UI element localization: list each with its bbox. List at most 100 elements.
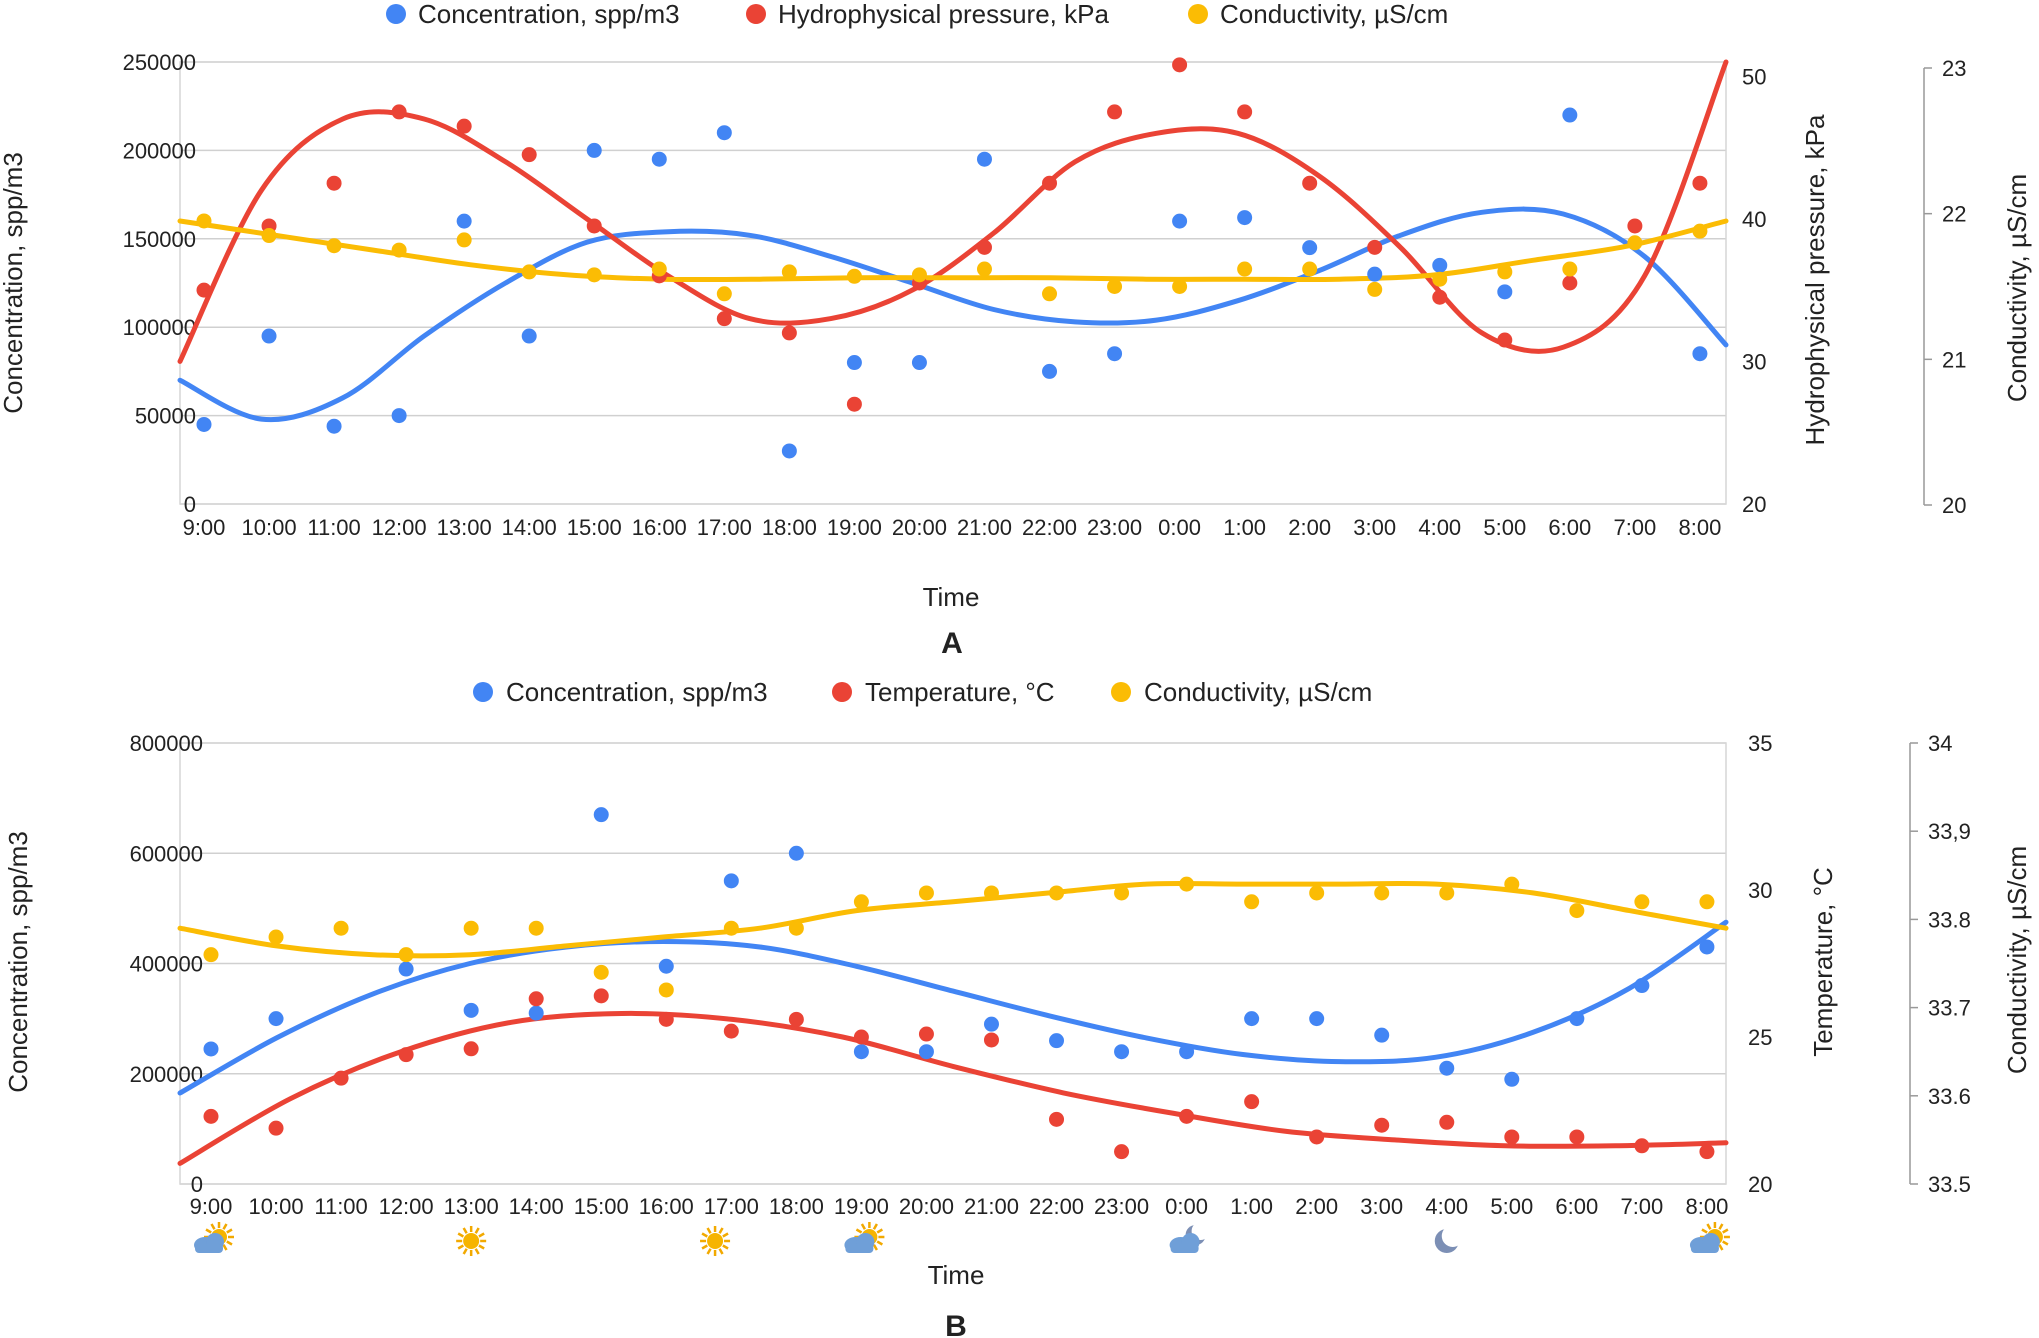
data-point: [853, 894, 869, 910]
data-point: [1634, 1138, 1650, 1154]
trendline: [177, 1010, 1729, 1166]
data-point: [268, 1011, 284, 1027]
data-point: [658, 958, 674, 974]
x-tick-label: 17:00: [704, 1194, 759, 1219]
data-point: [586, 142, 602, 158]
legend-label: Conductivity, µS/cm: [1144, 677, 1372, 707]
y-tick-label-left: 150000: [123, 227, 196, 252]
data-point: [593, 807, 609, 823]
y-tick-label-right2: 33.8: [1928, 907, 1971, 932]
x-tick-label: 16:00: [639, 1194, 694, 1219]
x-tick-label: 11:00: [307, 515, 360, 540]
tick-labels-a: 0 50000 100000 150000 200000 250000 20 30 40 50 20…: [123, 50, 1967, 540]
data-point: [456, 118, 472, 134]
y-tick-label-right2: 20: [1942, 493, 1966, 518]
data-point: [1374, 885, 1390, 901]
data-point: [1504, 1071, 1520, 1087]
y-tick-label-left: 200000: [130, 1062, 203, 1087]
data-point: [1049, 1033, 1065, 1049]
x-tick-label: 12:00: [372, 515, 427, 540]
y-tick-label-right: 40: [1742, 207, 1766, 232]
x-tick-label: 6:00: [1548, 515, 1591, 540]
data-point: [398, 947, 414, 963]
data-point: [1302, 240, 1318, 256]
data-point: [1107, 279, 1123, 294]
x-tick-label: 3:00: [1353, 515, 1396, 540]
points-a: [196, 57, 1708, 459]
y-tick-label-right: 30: [1748, 878, 1772, 903]
data-point: [196, 416, 212, 432]
gridlines-b: [180, 742, 1726, 1185]
data-point: [918, 1044, 934, 1060]
data-point: [1374, 1117, 1390, 1133]
legend-label: Temperature, °C: [865, 677, 1055, 707]
data-point: [463, 920, 479, 936]
data-point: [1374, 1027, 1390, 1043]
y-axis-right2-title-a: Conductivity, µS/cm: [2002, 174, 2032, 402]
data-point: [1309, 1129, 1325, 1145]
data-point: [1367, 281, 1383, 297]
data-point: [1114, 1044, 1130, 1060]
data-point: [1302, 261, 1318, 277]
data-point: [1497, 284, 1513, 300]
data-point: [261, 328, 277, 344]
x-tick-label: 10:00: [249, 1194, 304, 1219]
partly-cloudy-icon: [194, 1222, 234, 1253]
x-tick-label: 0:00: [1158, 515, 1201, 540]
x-tick-label: 21:00: [957, 515, 1012, 540]
data-point: [1497, 264, 1513, 280]
data-point: [1504, 1129, 1520, 1145]
legend-label: Conductivity, µS/cm: [1220, 0, 1448, 29]
legend-label: Hydrophysical pressure, kPa: [778, 0, 1109, 29]
legend-marker: [1111, 682, 1131, 702]
data-point: [1432, 289, 1448, 305]
data-point: [976, 239, 992, 255]
data-point: [1692, 175, 1708, 191]
data-point: [1699, 1144, 1715, 1160]
legend-a: Concentration, spp/m3 Hydrophysical press…: [386, 0, 1448, 29]
data-point: [1699, 894, 1715, 910]
data-point: [788, 920, 804, 936]
data-point: [586, 267, 602, 283]
data-point: [398, 1047, 414, 1063]
x-tick-label: 23:00: [1094, 1194, 1149, 1219]
x-tick-label: 1:00: [1223, 515, 1266, 540]
data-point: [1627, 235, 1643, 251]
data-point: [521, 147, 537, 163]
x-tick-label: 7:00: [1613, 515, 1656, 540]
x-tick-label: 19:00: [834, 1194, 889, 1219]
data-point: [983, 1016, 999, 1032]
partly-cloudy-icon: [844, 1222, 885, 1253]
data-point: [1692, 223, 1708, 239]
data-point: [983, 1032, 999, 1048]
x-tick-label: 6:00: [1555, 1194, 1598, 1219]
x-tick-label: 10:00: [242, 515, 297, 540]
y-tick-label-right: 20: [1742, 492, 1766, 517]
data-point: [976, 261, 992, 277]
data-point: [658, 1011, 674, 1027]
chart-panel-b: Concentration, spp/m3 Temperature, °C Cond…: [3, 677, 2032, 1338]
data-point: [203, 947, 219, 963]
x-tick-label: 18:00: [769, 1194, 824, 1219]
data-point: [716, 311, 732, 327]
x-tick-label: 9:00: [183, 515, 226, 540]
x-tick-label: 1:00: [1230, 1194, 1273, 1219]
trendline: [177, 59, 1729, 364]
x-tick-label: 9:00: [190, 1194, 233, 1219]
data-point: [723, 920, 739, 936]
y-tick-label-right2: 33.5: [1928, 1172, 1971, 1197]
x-tick-label: 8:00: [1686, 1194, 1729, 1219]
data-point: [723, 1023, 739, 1039]
y-axis-left-title-a: Concentration, spp/m3: [0, 152, 28, 414]
y-axis-right2-title-b: Conductivity, µS/cm: [2002, 846, 2032, 1074]
legend-marker: [1188, 4, 1208, 24]
data-point: [1172, 213, 1188, 229]
data-point: [391, 408, 407, 424]
legend-label: Concentration, spp/m3: [418, 0, 680, 29]
data-point: [1237, 210, 1253, 226]
data-point: [723, 873, 739, 889]
data-point: [853, 1044, 869, 1060]
x-tick-label: 14:00: [502, 515, 557, 540]
data-point: [1569, 903, 1585, 919]
y-tick-label-left: 400000: [130, 952, 203, 977]
